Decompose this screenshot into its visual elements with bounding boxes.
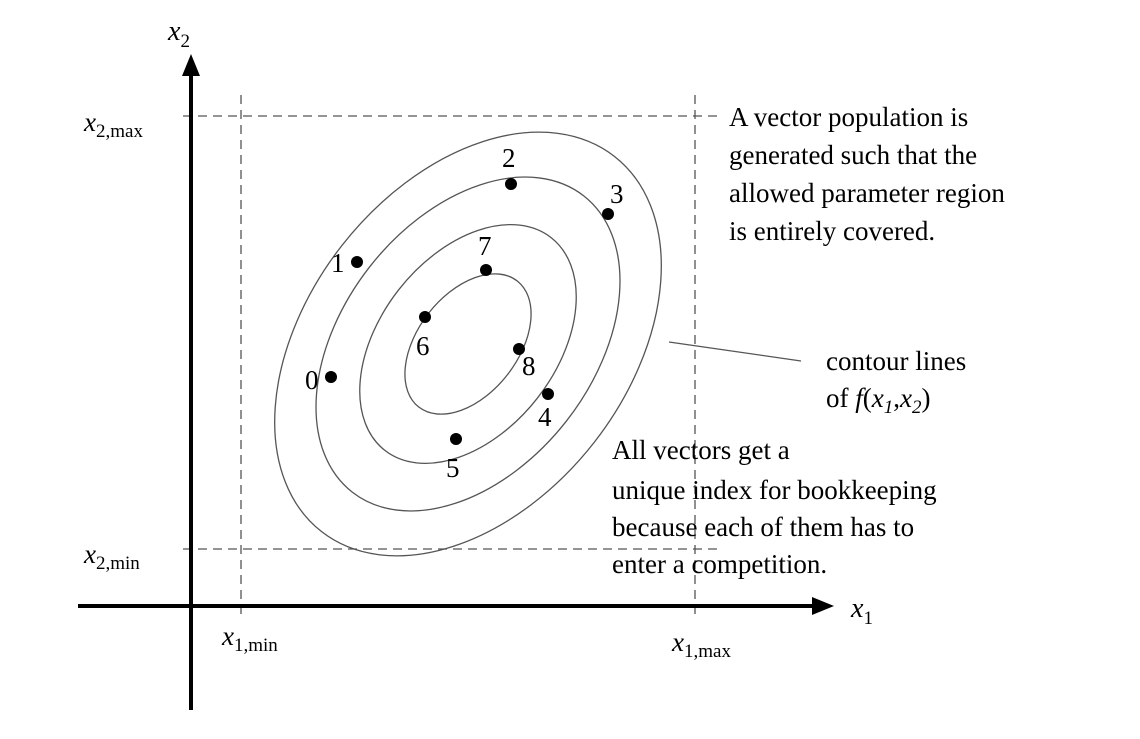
- x1-max-label: x1,max: [671, 627, 731, 662]
- index-annotation: All vectors get a unique index for bookk…: [612, 435, 943, 579]
- index-annotation-line-1: All vectors get a: [612, 435, 790, 465]
- contour-annotation-line-2: of f(x1,x2): [826, 383, 930, 418]
- index-annotation-line-2: unique index for bookkeeping: [612, 475, 937, 505]
- point-label: 6: [416, 331, 430, 361]
- x2-axis-label: x2: [167, 16, 190, 52]
- contour-line-2: [315, 176, 621, 512]
- x2-axis-arrowhead: [182, 54, 200, 76]
- point-label: 3: [610, 179, 624, 209]
- point-marker: [351, 256, 363, 268]
- point-marker: [505, 178, 517, 190]
- point-label: 0: [305, 365, 319, 395]
- x1-axis-label: x1: [850, 593, 873, 629]
- point-label: 2: [502, 143, 516, 173]
- point-label: 8: [522, 351, 536, 381]
- x1-min-label: x1,min: [221, 621, 278, 656]
- parameter-bounds: [183, 95, 720, 618]
- x2-max-label: x2,max: [83, 107, 143, 142]
- point-marker: [602, 208, 614, 220]
- point-marker: [542, 388, 554, 400]
- point-label: 5: [446, 453, 460, 483]
- vector-point-4: 4: [538, 388, 554, 432]
- x1-axis-arrowhead: [812, 597, 834, 615]
- vector-population: 0 1 2 3 4 5 6 7: [305, 143, 624, 483]
- population-annotation-line-2: generated such that the: [729, 140, 977, 170]
- vector-point-0: 0: [305, 365, 337, 395]
- point-label: 1: [331, 248, 345, 278]
- vector-point-8: 8: [513, 343, 536, 381]
- index-annotation-line-3: because each of them has to: [612, 512, 914, 542]
- point-marker: [325, 371, 337, 383]
- point-marker: [419, 311, 431, 323]
- population-annotation-line-4: is entirely covered.: [729, 216, 935, 246]
- point-label: 4: [538, 402, 552, 432]
- population-annotation-line-1: A vector population is: [729, 102, 968, 132]
- contour-line-3: [359, 223, 577, 465]
- vector-point-7: 7: [478, 231, 492, 276]
- index-annotation-line-4: enter a competition.: [612, 549, 827, 579]
- point-label: 7: [478, 231, 492, 261]
- vector-point-3: 3: [602, 179, 624, 220]
- contour-annotation-line-1: contour lines: [826, 346, 966, 376]
- point-marker: [450, 433, 462, 445]
- vector-point-6: 6: [416, 311, 431, 361]
- contour-leader-line: [668, 341, 802, 362]
- vector-point-2: 2: [502, 143, 517, 190]
- axes: [78, 72, 818, 710]
- population-annotation-line-3: allowed parameter region: [729, 178, 1005, 208]
- point-marker: [513, 343, 525, 355]
- vector-point-1: 1: [331, 248, 363, 278]
- contour-line-1: [274, 131, 662, 557]
- vector-point-5: 5: [446, 433, 462, 483]
- contour-lines: [274, 131, 662, 557]
- x2-min-label: x2,min: [83, 539, 140, 574]
- population-annotation: A vector population is generated such th…: [729, 102, 1012, 246]
- point-marker: [480, 264, 492, 276]
- contour-line-4: [404, 273, 532, 415]
